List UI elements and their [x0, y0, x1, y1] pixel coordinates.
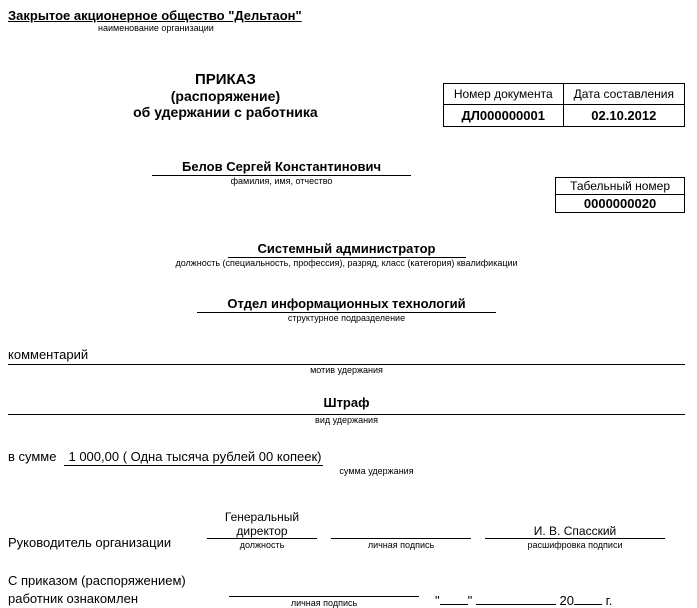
tab-number-header: Табельный номер — [556, 178, 685, 195]
signer-position-caption: должность — [240, 540, 285, 550]
ack-month — [476, 604, 556, 605]
doc-meta-table: Номер документа Дата составления ДЛ00000… — [443, 83, 685, 127]
signer-sign-caption: личная подпись — [368, 540, 434, 550]
signer-decoded-col: И. В. Спасский расшифровка подписи — [485, 524, 665, 550]
employee-department: Отдел информационных технологий — [197, 296, 495, 313]
motive-caption: мотив удержания — [8, 365, 685, 375]
signer-decoded-caption: расшифровка подписи — [528, 540, 623, 550]
tab-number-box: Табельный номер 0000000020 — [555, 177, 685, 213]
doc-number-header: Номер документа — [443, 84, 563, 105]
sum-label: в сумме — [8, 449, 56, 464]
ack-text: С приказом (распоряжением) работник озна… — [8, 572, 213, 608]
doc-date-value: 02.10.2012 — [563, 105, 684, 127]
org-caption: наименование организации — [98, 23, 685, 33]
employee-position: Системный администратор — [228, 241, 466, 258]
ack-year — [574, 604, 602, 605]
signer-role: Руководитель организации — [8, 535, 193, 550]
employee-fio: Белов Сергей Константинович — [152, 159, 411, 176]
signer-sign-col: личная подпись — [331, 524, 471, 550]
ack-sign-caption: личная подпись — [291, 598, 357, 608]
signer-decoded: И. В. Спасский — [534, 524, 616, 538]
signer-position-1: Генеральный — [225, 510, 299, 524]
ack-year-suffix: г. — [606, 593, 613, 608]
position-caption: должность (специальность, профессия), ра… — [8, 258, 685, 268]
org-name: Закрытое акционерное общество "Дельтаон" — [8, 8, 685, 23]
department-caption: структурное подразделение — [8, 313, 685, 323]
doc-date-header: Дата составления — [563, 84, 684, 105]
signer-position-2: директор — [236, 524, 287, 538]
tab-number-value: 0000000020 — [556, 195, 685, 213]
ack-day — [440, 604, 468, 605]
comment-label: комментарий — [8, 347, 88, 362]
type-caption: вид удержания — [8, 415, 685, 425]
deduction-type: Штраф — [8, 395, 685, 410]
doc-number-value: ДЛ000000001 — [443, 105, 563, 127]
sum-caption: сумма удержания — [68, 466, 685, 476]
ack-year-prefix: 20 — [559, 593, 573, 608]
sum-value: 1 000,00 ( Одна тысяча рублей 00 копеек) — [64, 449, 323, 466]
ack-line2: работник ознакомлен — [8, 591, 138, 606]
ack-sign-col: личная подпись — [229, 596, 419, 608]
signer-position-col: Генеральный директор должность — [207, 510, 317, 550]
ack-date: "" 20 г. — [435, 593, 612, 608]
ack-line1: С приказом (распоряжением) — [8, 573, 186, 588]
